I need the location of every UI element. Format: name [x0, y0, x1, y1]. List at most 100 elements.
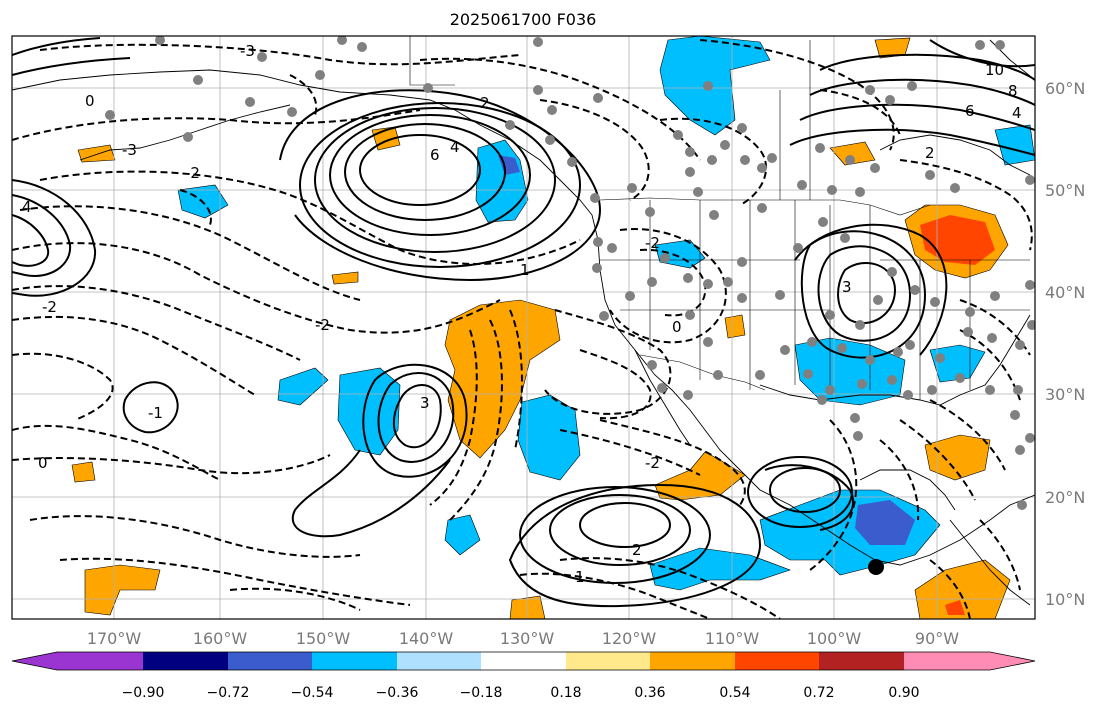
- solid-contour-nw-2: [12, 57, 131, 76]
- contour-label: 2: [480, 94, 490, 112]
- lat-label: 60°N: [1045, 79, 1085, 98]
- contour-label: -2: [645, 454, 660, 472]
- contour-labels: -3 -2 0 2 4 6 -3 -2 -1 0 1 3 4 2 1 -2 0 …: [22, 42, 1022, 586]
- coastline-hudson: [879, 134, 1031, 176]
- solid-contour-ne-5: [929, 39, 1035, 68]
- contour-label: 0: [38, 454, 48, 472]
- dashed-contours: [12, 39, 1033, 619]
- dashed-contour-31: [929, 399, 1006, 471]
- dashed-contour-32: [899, 419, 976, 501]
- shade-cyan-small-pacific: [277, 367, 329, 406]
- solid-contour-ne-4: [789, 128, 1035, 156]
- solid-contour-high-6: [279, 89, 602, 282]
- shade-orange-small-3: [331, 271, 359, 285]
- dashed-contour-33: [559, 557, 781, 619]
- colorbar-tick-label: −0.54: [291, 685, 334, 701]
- dashed-contour-9: [12, 424, 221, 481]
- lon-label: 170°W: [87, 629, 142, 648]
- coastlines: [12, 39, 1035, 606]
- solid-contour-mid-2: [549, 494, 691, 566]
- dashed-contour-15: [449, 319, 503, 521]
- dashed-contour-40: [179, 189, 212, 226]
- shade-blue-mexico: [855, 500, 915, 545]
- colorbar-segment: [819, 652, 904, 670]
- colorbar-tick-label: −0.36: [376, 685, 419, 701]
- colorbar: −0.90 −0.72 −0.54 −0.36 −0.18 0.18 0.36 …: [11, 651, 1036, 701]
- lon-label: 160°W: [193, 629, 248, 648]
- dashed-contour-24: [419, 57, 701, 161]
- colorbar-segment: [143, 652, 228, 670]
- contour-label: -2: [645, 234, 660, 252]
- contour-label: 8: [1008, 82, 1018, 100]
- contour-label: -2: [185, 164, 200, 182]
- solid-contour-west-2: [12, 214, 50, 267]
- dashed-contour-29: [959, 299, 1031, 356]
- dashed-contour-18: [579, 349, 652, 420]
- solid-contour-nw-1: [12, 37, 101, 56]
- shade-orange-atlantic: [924, 434, 991, 481]
- solid-contour-low-3: [362, 363, 468, 478]
- solid-contour-us-1: [837, 261, 897, 325]
- solid-contour-us-2: [817, 245, 912, 342]
- lon-label: 90°W: [915, 629, 959, 648]
- solid-contour-ne-3: [799, 103, 1035, 131]
- contour-label: 6: [965, 102, 975, 120]
- solid-contour-ne-1: [819, 53, 1035, 81]
- dashed-contour-37: [929, 559, 971, 619]
- solid-contour-ne-2: [809, 78, 1035, 106]
- lat-label: 10°N: [1045, 590, 1085, 609]
- lat-label: 50°N: [1045, 181, 1085, 200]
- colorbar-tick-labels: −0.90 −0.72 −0.54 −0.36 −0.18 0.18 0.36 …: [122, 685, 920, 701]
- contour-label: 4: [1012, 104, 1022, 122]
- lon-label: 140°W: [399, 629, 454, 648]
- contour-label: -1: [148, 404, 163, 422]
- longitude-labels: 170°W 160°W 150°W 140°W 130°W 120°W 110°…: [87, 629, 959, 648]
- shade-orange-small-4: [71, 461, 96, 483]
- shade-cyan-east-pacific: [337, 367, 401, 456]
- dashed-contour-20: [559, 429, 701, 476]
- colorbar-tick-label: 0.18: [550, 685, 581, 701]
- solid-contour-west-3: [12, 179, 97, 297]
- dashed-contour-11: [29, 515, 361, 558]
- lon-label: 100°W: [807, 629, 862, 648]
- contour-label: 2: [632, 541, 642, 559]
- shade-cyan-central: [517, 394, 581, 481]
- lon-label: 110°W: [705, 629, 760, 648]
- contour-label: 2: [925, 144, 935, 162]
- latitude-labels: 60°N 50°N 40°N 30°N 20°N 10°N: [1045, 79, 1085, 609]
- dashed-contour-36: [879, 439, 920, 521]
- solid-contour-low-2: [377, 372, 455, 463]
- dashed-contour-25: [539, 99, 650, 201]
- solid-contour-mid-3: [519, 486, 711, 584]
- coastline-central-america: [949, 519, 1031, 606]
- contour-label: 3: [842, 278, 852, 296]
- dashed-contour-26: [699, 39, 895, 151]
- dashed-contour-8: [12, 352, 114, 421]
- shade-cyan-small-south: [444, 514, 481, 556]
- shade-orange-small-5: [724, 314, 746, 339]
- solid-contour-mid-1: [579, 502, 671, 548]
- contour-label: 0: [85, 92, 95, 110]
- contour-label: 10: [985, 61, 1004, 79]
- colorbar-tick-label: 0.36: [634, 685, 665, 701]
- map-plot-area: -3 -2 0 2 4 6 -3 -2 -1 0 1 3 4 2 1 -2 0 …: [12, 36, 1035, 619]
- shade-orange-small-7: [829, 141, 876, 166]
- dashed-contour-28: [899, 159, 1033, 251]
- colorbar-segment: [397, 652, 481, 670]
- solid-contour-sw-1: [122, 381, 179, 434]
- map-title: 2025061700 F036: [449, 10, 597, 29]
- shade-orange-west-south: [84, 564, 161, 616]
- dashed-contour-13: [229, 587, 361, 611]
- dashed-contour-1: [39, 43, 521, 66]
- solid-contour-high-2: [344, 123, 506, 221]
- dashed-contour-14: [429, 329, 478, 506]
- solid-contour-east-1: [769, 467, 841, 513]
- shade-orange-caribbean: [914, 559, 1011, 619]
- map-frame: [11, 35, 1036, 620]
- colorbar-segment: [312, 652, 397, 670]
- shade-cyan-south-pacific: [649, 547, 791, 591]
- colorbar-segment: [566, 652, 650, 670]
- dashed-contour-5: [12, 242, 501, 334]
- dashed-contour-3: [39, 170, 581, 265]
- solid-contour-us-3: [800, 230, 927, 359]
